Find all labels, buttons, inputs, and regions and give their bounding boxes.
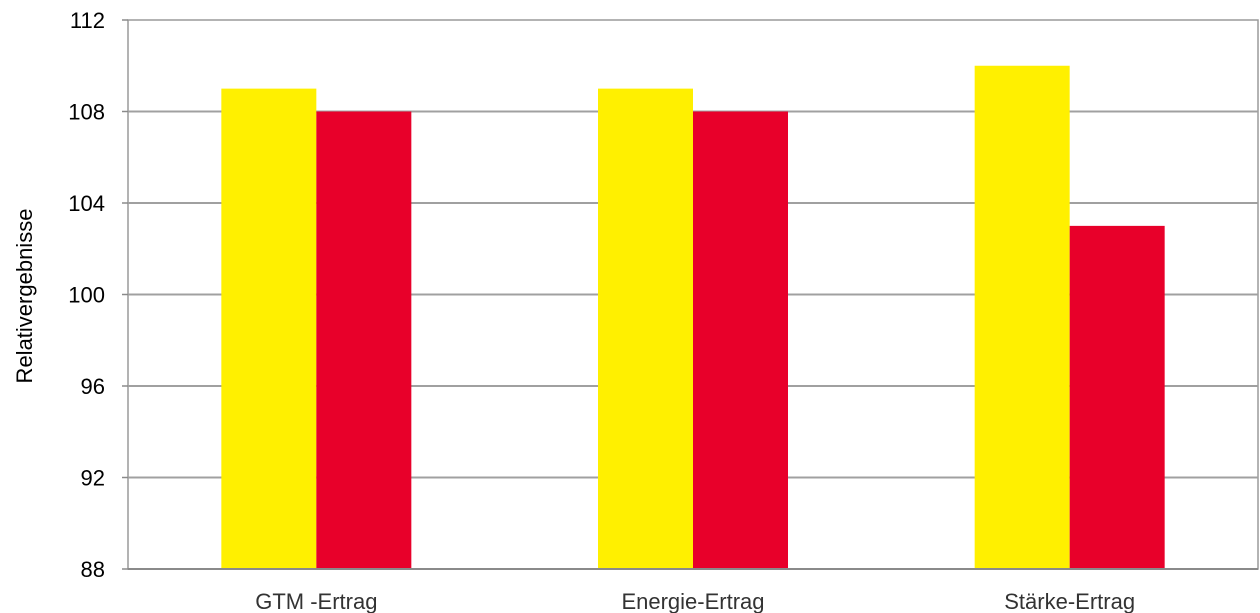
y-tick-labels: 88 92 96 100 104 108 112 <box>68 8 105 582</box>
y-tick-label: 100 <box>68 283 105 308</box>
x-tick-labels: GTM -Ertrag Energie-Ertrag Stärke-Ertrag <box>255 589 1135 613</box>
bar-series-1-3 <box>974 65 1070 569</box>
bar-series-1-1 <box>221 88 317 569</box>
y-tick-label: 108 <box>68 100 105 125</box>
bar-series-1-2 <box>598 88 693 569</box>
x-tick-label: GTM -Ertrag <box>255 589 377 613</box>
bar-series-2-3 <box>1069 225 1165 569</box>
x-tick-label: Energie-Ertrag <box>621 589 764 613</box>
x-tick-label: Stärke-Ertrag <box>1004 589 1135 613</box>
y-axis-label: Relativergebnisse <box>12 209 37 384</box>
y-tick-label: 112 <box>70 8 105 33</box>
bar-series-2-2 <box>693 111 788 569</box>
y-tick-label: 88 <box>81 557 105 582</box>
y-tick-label: 104 <box>68 191 105 216</box>
bar-series-2-1 <box>316 111 412 569</box>
y-tick-label: 92 <box>81 466 105 491</box>
bars <box>221 65 1165 569</box>
y-tick-label: 96 <box>81 374 105 399</box>
